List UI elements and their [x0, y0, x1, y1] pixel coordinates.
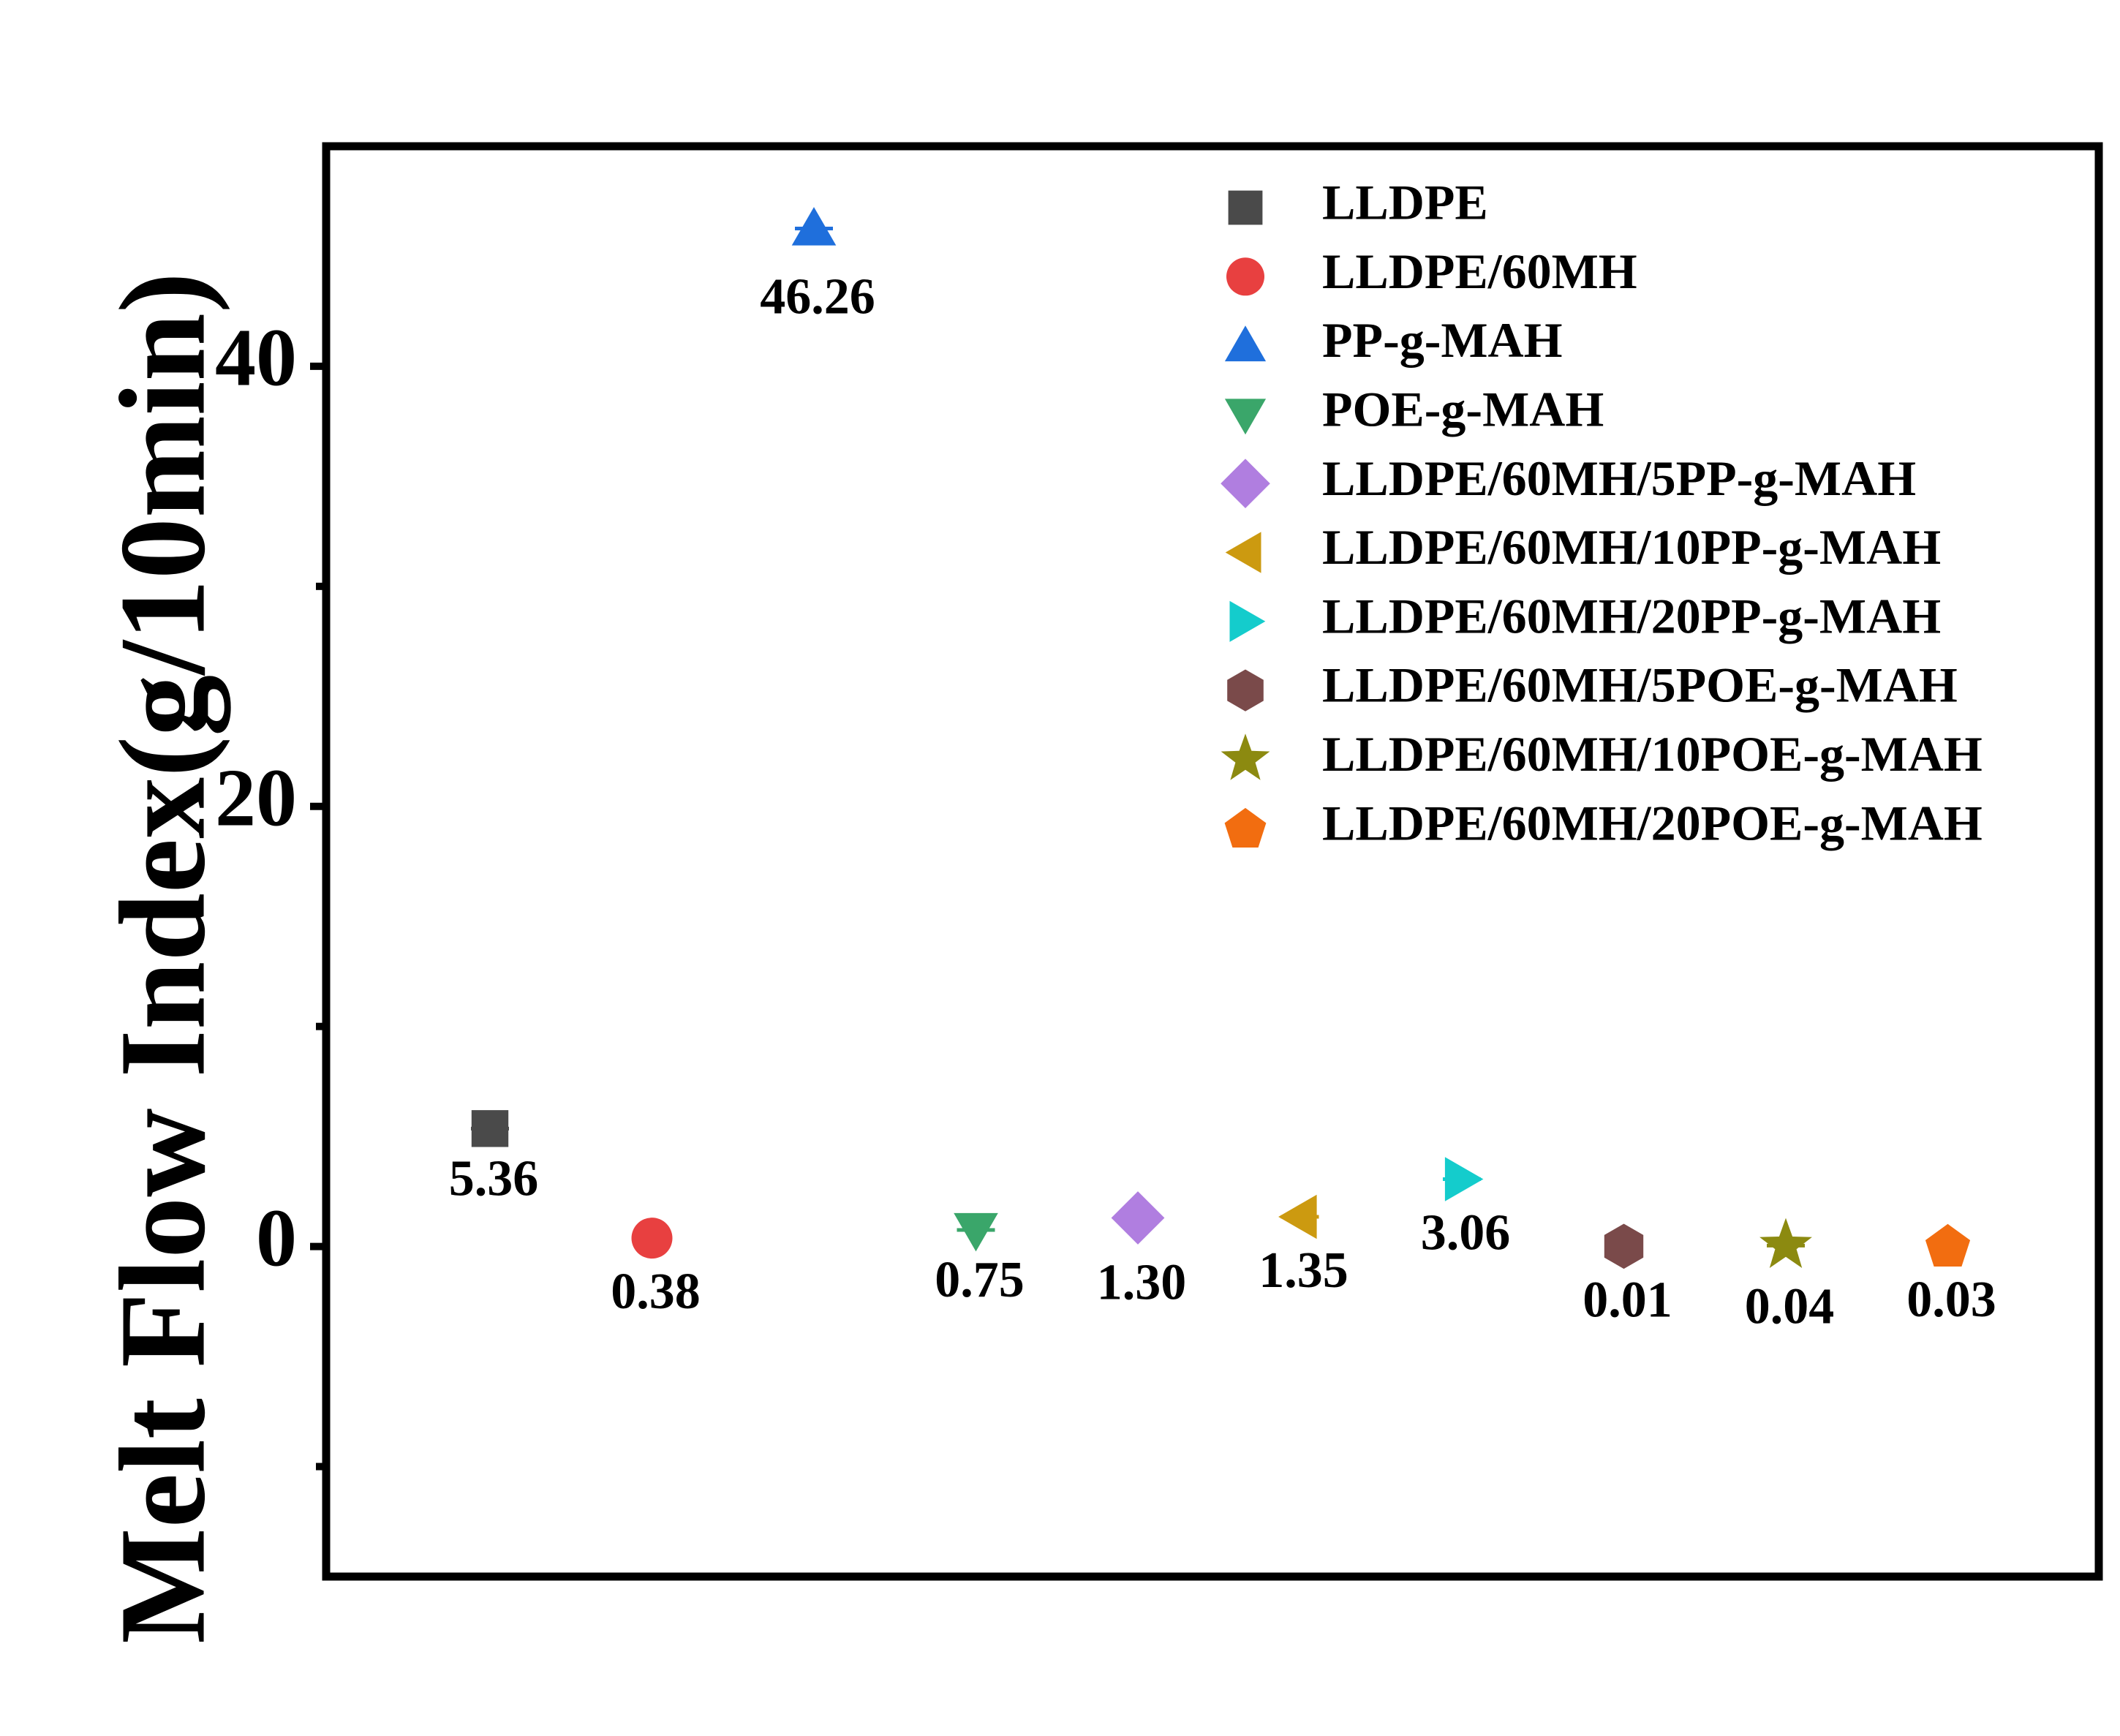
data-point: [791, 207, 837, 246]
data-label: 0.01: [1583, 1272, 1672, 1328]
data-point: [1925, 1223, 1971, 1267]
data-label: 0.04: [1745, 1278, 1835, 1335]
data-label: 0.03: [1906, 1272, 1996, 1328]
legend-marker: [1229, 600, 1266, 642]
data-point: [1111, 1191, 1165, 1245]
legend-marker: [1224, 399, 1267, 435]
legend-label: POE-g-MAH: [1322, 382, 1604, 437]
legend-marker: [1227, 669, 1264, 712]
data-label: 1.30: [1097, 1255, 1187, 1311]
legend-marker: [1226, 257, 1264, 296]
legend-marker: [1221, 458, 1270, 508]
legend: LLDPE LLDPE/60MH PP-g-MAH POE-g-MAH LLDPE/60…: [1221, 175, 1983, 850]
data-point: [631, 1218, 673, 1259]
legend-label: LLDPE/60MH: [1322, 244, 1637, 299]
legend-marker: [1224, 325, 1267, 362]
data-point: [954, 1212, 998, 1252]
legend-label: LLDPE/60MH/5PP-g-MAH: [1322, 450, 1916, 506]
data-point: [1278, 1194, 1317, 1239]
data-label: 5.36: [449, 1150, 539, 1207]
data-point: [1759, 1218, 1812, 1268]
y-tick-label: 20: [215, 752, 297, 843]
legend-marker: [1225, 532, 1261, 573]
legend-marker: [1221, 733, 1270, 780]
data-label: 3.06: [1421, 1205, 1511, 1261]
data-point: [1444, 1157, 1484, 1201]
data-marks: 5.36 0.38 46.26 0.75 1.30 1.35 3.06 0.01 0.04 0.0…: [449, 207, 1996, 1335]
data-label: 0.75: [935, 1252, 1025, 1308]
legend-label: LLDPE/60MH/5POE-g-MAH: [1322, 657, 1958, 713]
data-point: [471, 1110, 509, 1147]
y-tick-label: 40: [215, 313, 297, 404]
legend-label: PP-g-MAH: [1322, 312, 1563, 368]
data-point: [1604, 1223, 1644, 1269]
data-label: 0.38: [611, 1264, 701, 1320]
y-axis: 0 20 40: [215, 313, 326, 1471]
y-tick-label: 0: [256, 1193, 297, 1283]
legend-label: LLDPE/60MH/20POE-g-MAH: [1322, 795, 1983, 850]
y-axis-label: Melt Flow Index(g/10min): [95, 272, 231, 1644]
legend-marker: [1228, 190, 1263, 225]
plot-frame: [322, 142, 2103, 1581]
legend-label: LLDPE: [1322, 175, 1488, 230]
data-label: 46.26: [760, 269, 875, 325]
legend-label: LLDPE/60MH/10POE-g-MAH: [1322, 726, 1983, 782]
legend-label: LLDPE/60MH/20PP-g-MAH: [1322, 588, 1941, 644]
data-label: 1.35: [1259, 1242, 1348, 1299]
legend-label: LLDPE/60MH/10PP-g-MAH: [1322, 519, 1941, 575]
legend-marker: [1224, 807, 1267, 848]
